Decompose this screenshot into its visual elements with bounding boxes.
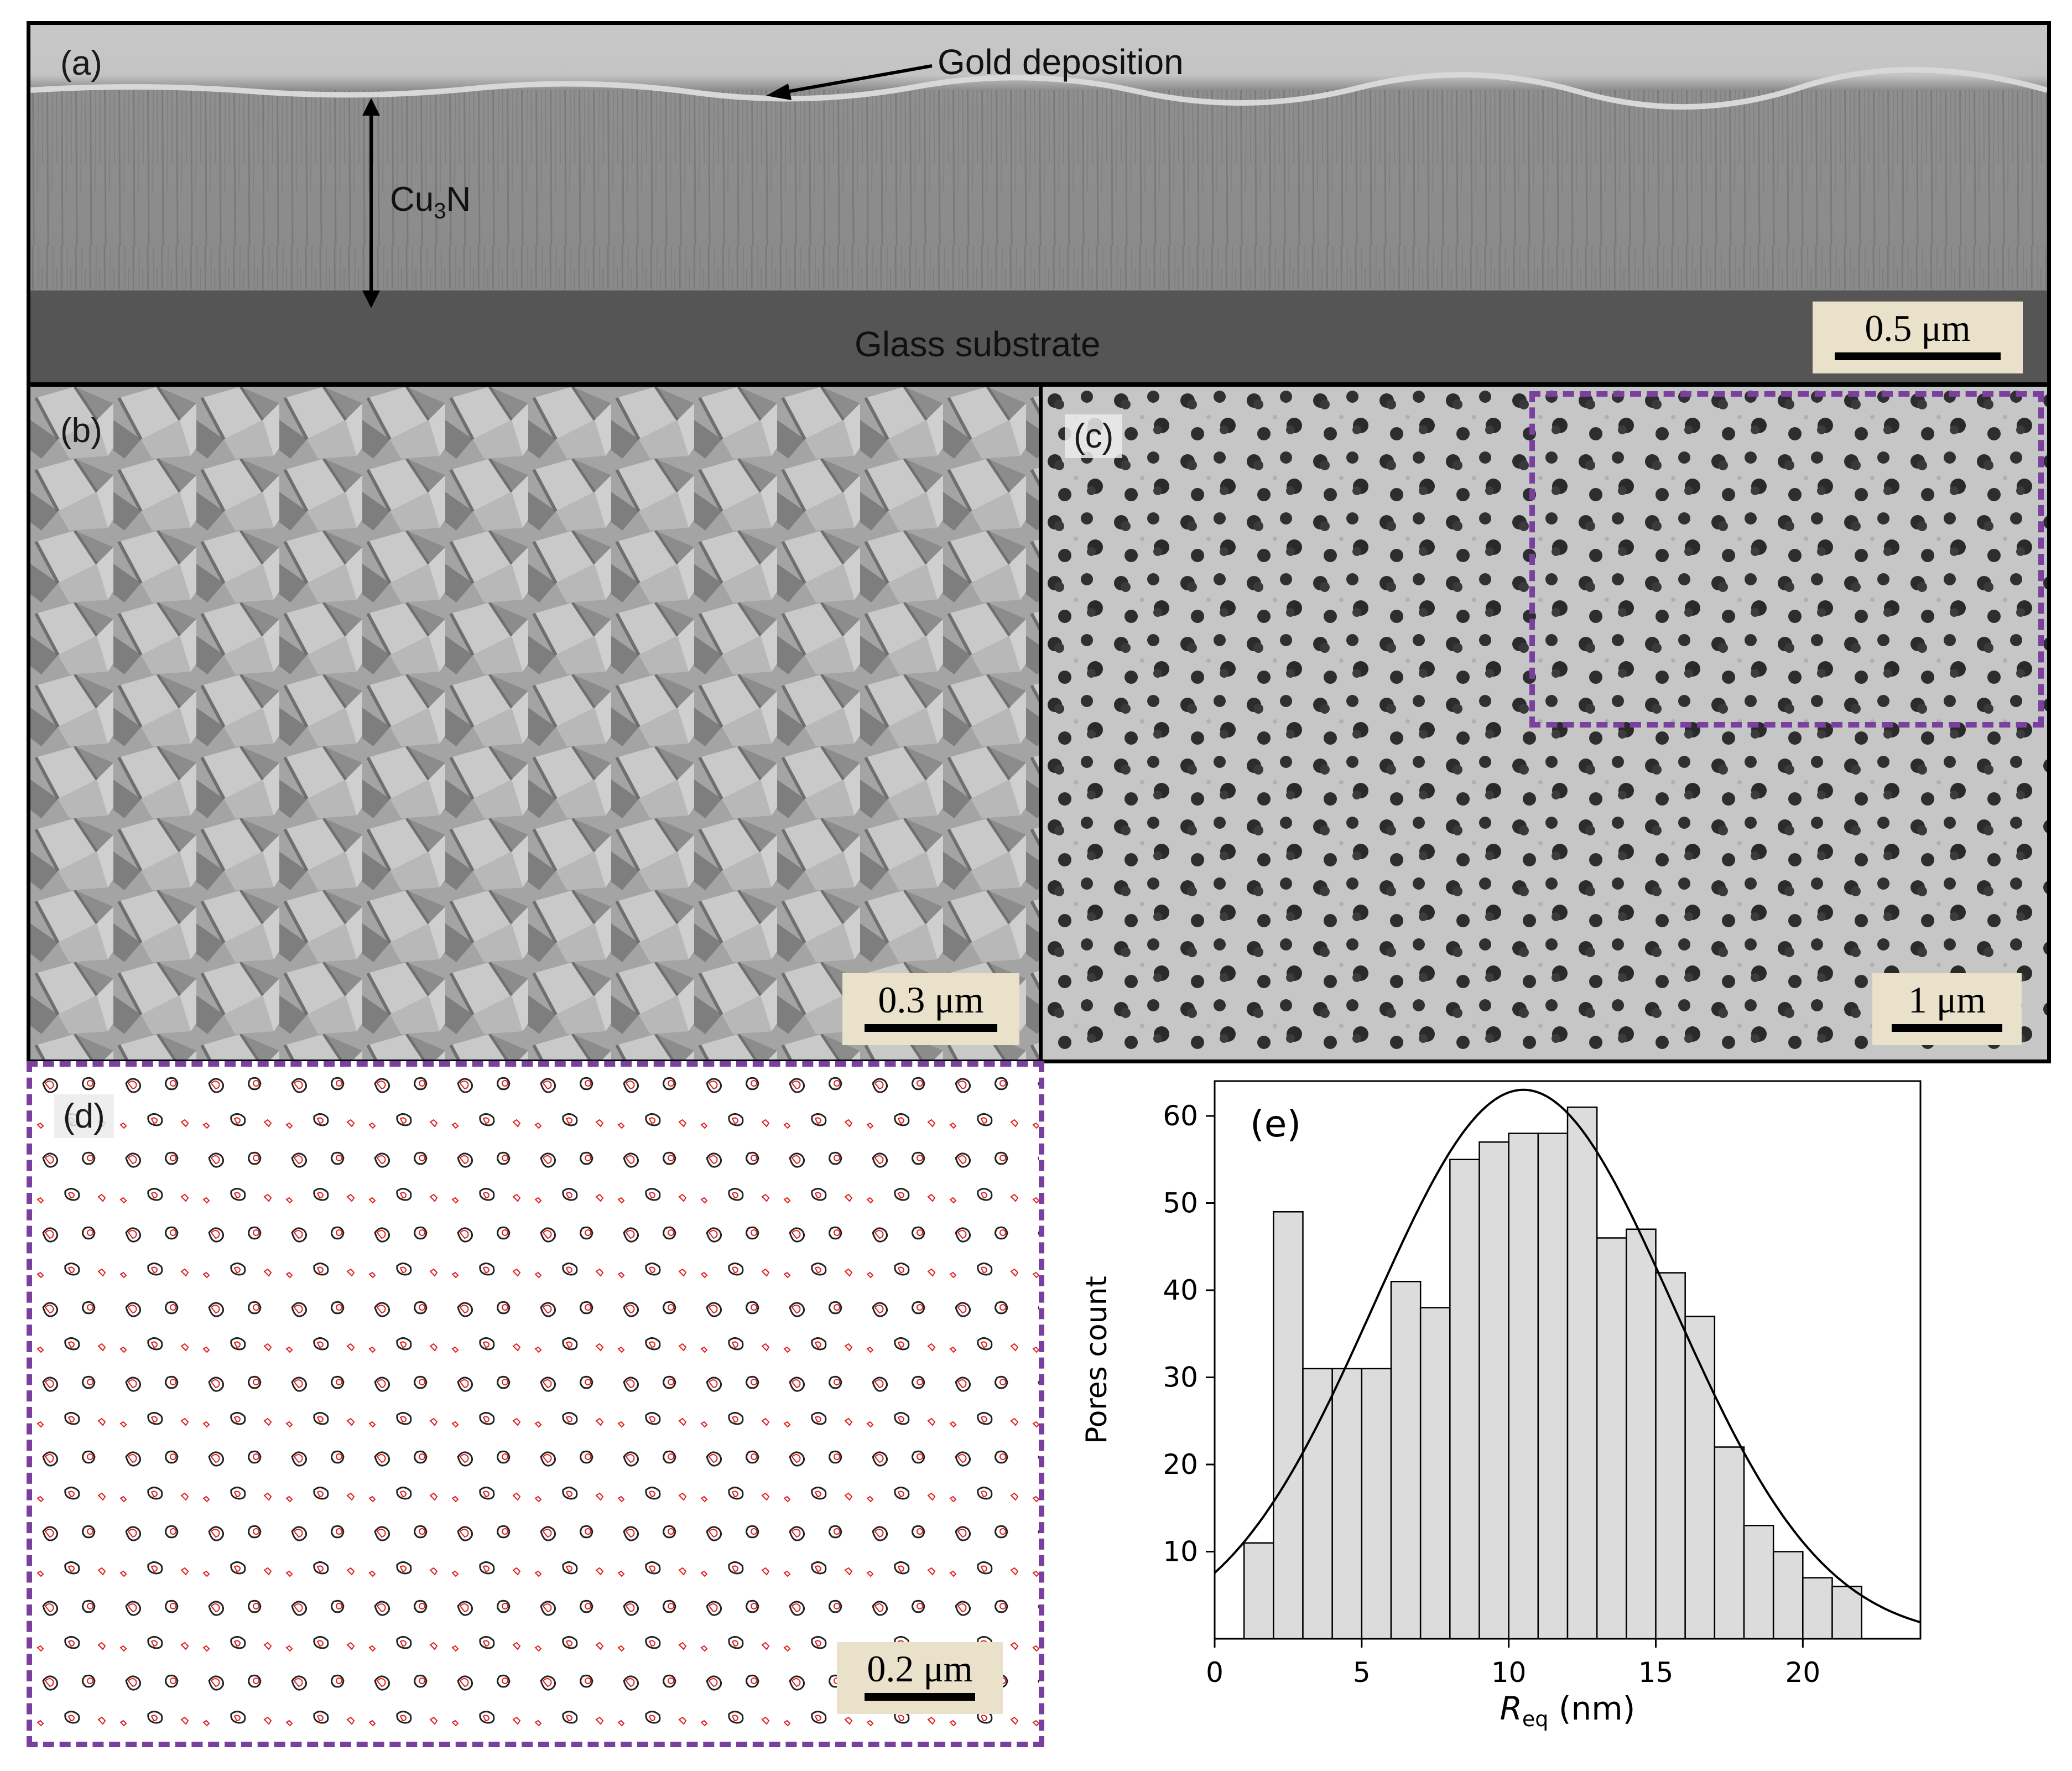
panel-c-highlight-box [1529, 391, 2044, 728]
y-tick-label: 20 [1163, 1448, 1198, 1481]
histogram-bar [1714, 1446, 1745, 1640]
cu3n-tail: N [446, 180, 471, 219]
panel-b-image [30, 387, 1040, 1060]
panel-c-scalebar: 1 μm [1872, 973, 2022, 1045]
histogram-bar [1302, 1368, 1333, 1640]
panel-c-scale-bar [1892, 1024, 2002, 1032]
panel-b-label: (b) [60, 412, 102, 450]
histogram-bar [1331, 1368, 1363, 1640]
x-tick-label: 15 [1638, 1656, 1674, 1689]
histogram-bar [1684, 1316, 1716, 1640]
histogram-bar [1419, 1307, 1451, 1640]
histogram-bar [1449, 1159, 1480, 1640]
histogram-bar [1478, 1141, 1509, 1640]
histogram-bar [1508, 1133, 1539, 1640]
x-tick-label: 10 [1491, 1656, 1527, 1689]
histogram-bar [1390, 1281, 1422, 1640]
x-axis-label-sub: eq [1522, 1707, 1549, 1731]
cu3n-sub: 3 [434, 199, 446, 224]
histogram-bar [1596, 1237, 1627, 1640]
panel-d-label: (d) [54, 1094, 114, 1138]
panel-d-scale-bar [865, 1693, 975, 1701]
panel-b-scale-text: 0.3 μm [878, 979, 984, 1021]
panel-e-histogram: 0 5 10 15 20 10 20 30 40 50 60 (e) Pores count Re… [1051, 1061, 2058, 1764]
y-axis-ticks: 10 20 30 40 50 60 [1163, 1100, 1215, 1568]
y-tick-label: 30 [1163, 1362, 1198, 1394]
x-axis-label-unit: (nm) [1548, 1690, 1635, 1727]
panel-d-scale-text: 0.2 μm [867, 1648, 973, 1690]
histogram-bars [1243, 1107, 1862, 1640]
panel-a-scale-text: 0.5 μm [1865, 307, 1971, 349]
y-tick-label: 40 [1163, 1274, 1198, 1306]
panel-c-scale-text: 1 μm [1908, 979, 1986, 1021]
histogram-bar [1537, 1133, 1569, 1640]
panel-a-label: (a) [60, 44, 102, 82]
x-axis-ticks: 0 5 10 15 20 [1206, 1639, 1820, 1689]
gaussian-fit-curve [1214, 1088, 1921, 1624]
histogram-bar [1772, 1551, 1804, 1640]
histogram-bar [1743, 1525, 1774, 1640]
panel-a-scalebar: 0.5 μm [1813, 302, 2023, 373]
gold-layer-edge [30, 67, 2047, 110]
panel-b-scale-bar [865, 1024, 997, 1032]
panel-d-scalebar: 0.2 μm [837, 1642, 1003, 1714]
panel-c-sem-pores: (c) 1 μm [1039, 383, 2051, 1063]
cu3n-layer-label: Cu3N [390, 180, 471, 224]
thickness-arrow-icon [362, 98, 380, 308]
x-tick-label: 0 [1206, 1656, 1224, 1689]
panel-c-label: (c) [1065, 414, 1123, 458]
glass-substrate-label: Glass substrate [855, 324, 1101, 364]
gold-deposition-label: Gold deposition [938, 42, 1184, 82]
panel-b-sem-surface: (b) 0.3 μm [27, 383, 1044, 1063]
panel-a-scale-bar [1835, 352, 2001, 360]
histogram-bar [1831, 1586, 1862, 1640]
histogram-bar [1626, 1228, 1657, 1640]
histogram-bar [1273, 1211, 1304, 1640]
cu3n-main: Cu [390, 180, 434, 219]
x-axis-label-main: R [1500, 1690, 1522, 1727]
y-axis-label: Pores count [1080, 1276, 1113, 1444]
x-tick-label: 20 [1785, 1656, 1821, 1689]
panel-d-pore-contours: (d) 0.2 μm [27, 1061, 1044, 1747]
panel-e-label: (e) [1250, 1103, 1301, 1145]
histogram-bar [1361, 1368, 1392, 1640]
x-axis-label: Req (nm) [1500, 1690, 1636, 1731]
x-tick-label: 5 [1353, 1656, 1371, 1689]
histogram-bar [1802, 1577, 1833, 1640]
panel-a-image [30, 25, 2047, 382]
panel-d-image [32, 1067, 1039, 1742]
panel-a-sem-cross-section: (a) Gold deposition Cu3N Glass substrate… [27, 21, 2051, 386]
y-tick-label: 60 [1163, 1100, 1198, 1132]
y-tick-label: 10 [1163, 1536, 1198, 1568]
gold-arrow-icon [766, 64, 933, 100]
panel-b-scalebar: 0.3 μm [842, 973, 1019, 1045]
histogram-bar [1243, 1542, 1274, 1640]
histogram-bar [1655, 1272, 1686, 1640]
histogram-bar [1566, 1107, 1598, 1640]
histogram-chart: 0 5 10 15 20 10 20 30 40 50 60 (e) Pores count Re… [1080, 1080, 1922, 1731]
y-tick-label: 50 [1163, 1187, 1198, 1219]
